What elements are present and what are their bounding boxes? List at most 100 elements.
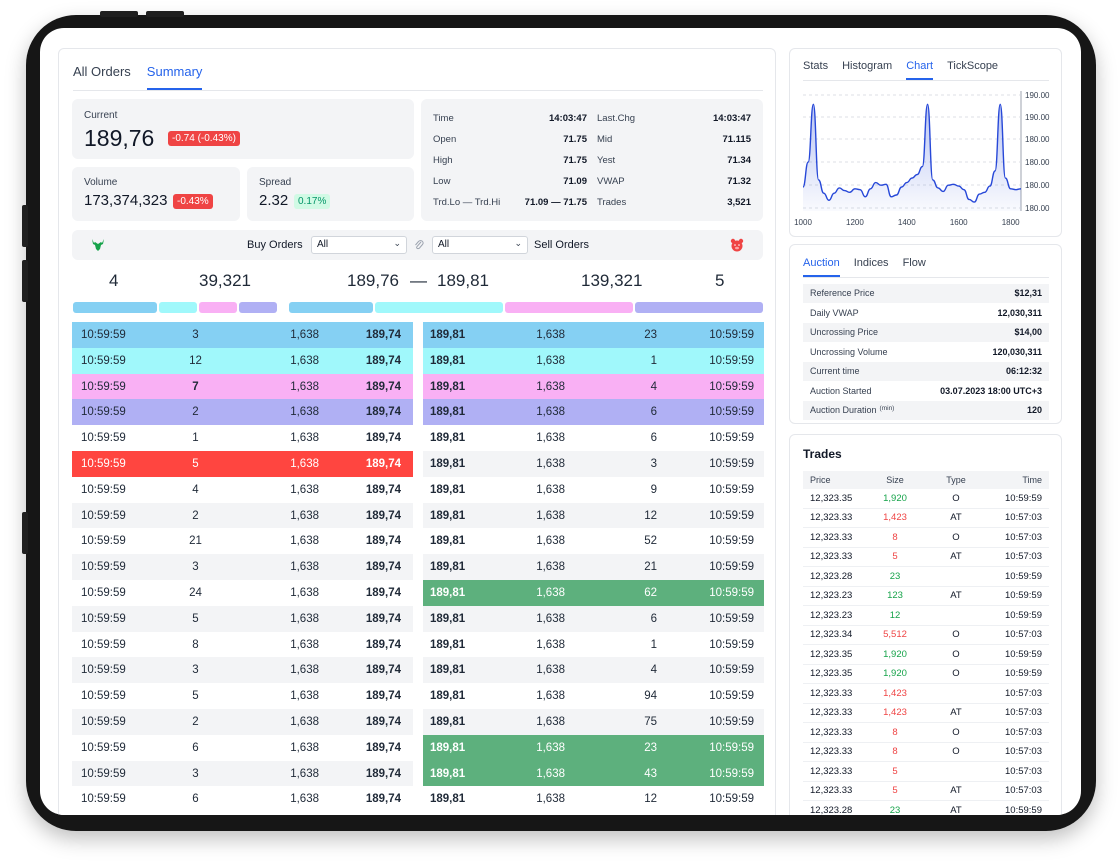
- spread-label: Spread: [259, 177, 292, 188]
- trade-row[interactable]: 12,323.33 1,423 AT 10:57:03: [803, 704, 1049, 723]
- tab-all-orders[interactable]: All Orders: [73, 64, 131, 79]
- order-time: 10:59:59: [81, 767, 126, 780]
- tab-flow[interactable]: Flow: [902, 257, 926, 269]
- table-row[interactable]: 10:59:59 5 1,638 189,74: [72, 605, 413, 632]
- table-row[interactable]: 189,81 1,638 12 10:59:59: [423, 786, 764, 813]
- order-time: 10:59:59: [81, 716, 126, 728]
- table-row[interactable]: 10:59:59 12 1,638 189,74: [72, 347, 413, 374]
- price-chart[interactable]: 190.00 190.00 180.00 180.00 180.00 180.00 1000…: [790, 49, 1063, 238]
- order-size: 1,638: [290, 561, 319, 574]
- trade-size: 1,920: [883, 648, 907, 660]
- trade-price: 12,323.28: [810, 570, 853, 582]
- order-size: 1,638: [290, 587, 319, 599]
- table-row[interactable]: 189,81 1,638 75 10:59:59: [423, 709, 764, 735]
- order-price: 189,74: [365, 741, 401, 754]
- trade-row[interactable]: 12,323.23 12 10:59:59: [803, 606, 1049, 626]
- table-row[interactable]: 189,81 1,638 4 10:59:59: [423, 657, 764, 684]
- buy-depth-bar-2: [159, 302, 197, 313]
- table-row[interactable]: 10:59:59 8 1,638 189,74: [72, 631, 413, 658]
- trade-row[interactable]: 12,323.28 23 10:59:59: [803, 567, 1049, 587]
- trade-row[interactable]: 12,323.33 8 O 10:57:03: [803, 723, 1049, 743]
- table-row[interactable]: 10:59:59 5 1,638 189,74: [72, 451, 413, 477]
- order-price: 189,74: [365, 638, 401, 651]
- trade-row[interactable]: 12,323.35 1,920 O 10:59:59: [803, 489, 1049, 509]
- tab-histogram[interactable]: Histogram: [842, 60, 893, 72]
- order-price: 189,74: [365, 587, 401, 599]
- tab-chart[interactable]: Chart: [906, 60, 934, 80]
- table-row[interactable]: 189,81 1,638 12 10:59:59: [423, 502, 764, 529]
- trade-row[interactable]: 12,323.23 123 AT 10:59:59: [803, 587, 1049, 606]
- trade-price: 12,323.28: [810, 804, 853, 815]
- order-qty: 2: [192, 716, 199, 728]
- tab-summary[interactable]: Summary: [146, 64, 203, 90]
- buy-orders-select[interactable]: All ⌄: [311, 236, 407, 254]
- trade-row[interactable]: 12,323.34 5,512 O 10:57:03: [803, 626, 1049, 645]
- trade-row[interactable]: 12,323.35 1,920 O 10:59:59: [803, 645, 1049, 665]
- order-size: 1,638: [536, 354, 565, 367]
- order-price: 189,81: [430, 664, 466, 677]
- table-row[interactable]: 189,81 1,638 94 10:59:59: [423, 683, 764, 710]
- order-price: 189,74: [365, 535, 401, 548]
- tab-indices[interactable]: Indices: [853, 257, 889, 269]
- best-ask: 189,81: [437, 271, 489, 290]
- table-row[interactable]: 10:59:59 3 1,638 189,74: [72, 554, 413, 581]
- table-row[interactable]: 10:59:59 24 1,638 189,74: [72, 580, 413, 606]
- table-row[interactable]: 189,81 1,638 23 10:59:59: [423, 734, 764, 761]
- tab-tickscope[interactable]: TickScope: [947, 60, 999, 72]
- table-row[interactable]: 10:59:59 3 1,638 189,74: [72, 760, 413, 787]
- col-price: Price: [810, 475, 831, 485]
- stat-row: Last.Chg 14:03:47: [597, 108, 751, 129]
- table-row[interactable]: 10:59:59 2 1,638 189,74: [72, 709, 413, 735]
- table-row[interactable]: 10:59:59 1 1,638 189,74: [72, 425, 413, 452]
- order-price: 189,81: [430, 587, 466, 599]
- table-row[interactable]: 10:59:59 5 1,638 189,74: [72, 683, 413, 710]
- table-row[interactable]: 189,81 1,638 43 10:59:59: [423, 760, 764, 787]
- table-row[interactable]: 189,81 1,638 23 10:59:59: [423, 322, 764, 348]
- table-row[interactable]: 10:59:59 2 1,638 189,74: [72, 399, 413, 426]
- trade-size: 12: [889, 609, 901, 621]
- table-row[interactable]: 10:59:59 3 1,638 189,74: [72, 322, 413, 348]
- tab-stats[interactable]: Stats: [803, 60, 829, 72]
- order-qty: 3: [192, 561, 199, 574]
- table-row[interactable]: 189,81 1,638 1 10:59:59: [423, 347, 764, 374]
- table-row[interactable]: 10:59:59 4 1,638 189,74: [72, 476, 413, 503]
- spread-change-badge: 0.17%: [294, 194, 331, 209]
- table-row[interactable]: 189,81 1,638 4 10:59:59: [423, 373, 764, 400]
- order-qty: 23: [644, 741, 657, 754]
- table-row[interactable]: 189,81 1,638 3 10:59:59: [423, 451, 764, 477]
- order-size: 1,638: [290, 509, 319, 522]
- table-row[interactable]: 189,81 1,638 6 10:59:59: [423, 605, 764, 632]
- table-row[interactable]: 10:59:59 3 1,638 189,74: [72, 657, 413, 684]
- trade-time: 10:57:03: [1005, 707, 1042, 719]
- table-row[interactable]: 10:59:59 2 1,638 189,74: [72, 502, 413, 529]
- trade-row[interactable]: 12,323.33 8 O 10:57:03: [803, 528, 1049, 548]
- table-row[interactable]: 189,81 1,638 52 10:59:59: [423, 528, 764, 555]
- tab-auction[interactable]: Auction: [803, 257, 840, 277]
- table-row[interactable]: 10:59:59 21 1,638 189,74: [72, 528, 413, 555]
- table-row[interactable]: 10:59:59 6 1,638 189,74: [72, 786, 413, 813]
- trade-row[interactable]: 12,323.33 5 AT 10:57:03: [803, 782, 1049, 801]
- trade-row[interactable]: 12,323.33 5 AT 10:57:03: [803, 548, 1049, 567]
- order-size: 1,638: [536, 561, 565, 574]
- chevron-down-icon: ⌄: [514, 238, 522, 248]
- paperclip-icon[interactable]: [414, 239, 424, 251]
- trade-row[interactable]: 12,323.35 1,920 O 10:59:59: [803, 665, 1049, 684]
- order-size: 1,638: [536, 535, 565, 548]
- auction-value: 12,030,311: [997, 307, 1042, 318]
- trade-row[interactable]: 12,323.28 23 AT 10:59:59: [803, 801, 1049, 815]
- trade-row[interactable]: 12,323.33 1,423 AT 10:57:03: [803, 509, 1049, 528]
- table-row[interactable]: 189,81 1,638 9 10:59:59: [423, 476, 764, 503]
- table-row[interactable]: 189,81 1,638 6 10:59:59: [423, 399, 764, 426]
- table-row[interactable]: 10:59:59 6 1,638 189,74: [72, 734, 413, 761]
- order-time: 10:59:59: [709, 716, 754, 728]
- table-row[interactable]: 189,81 1,638 21 10:59:59: [423, 554, 764, 581]
- table-row[interactable]: 189,81 1,638 62 10:59:59: [423, 580, 764, 606]
- table-row[interactable]: 10:59:59 7 1,638 189,74: [72, 373, 413, 400]
- trade-time: 10:57:03: [1005, 512, 1042, 524]
- trade-row[interactable]: 12,323.33 1,423 10:57:03: [803, 684, 1049, 704]
- table-row[interactable]: 189,81 1,638 1 10:59:59: [423, 631, 764, 658]
- sell-orders-select[interactable]: All ⌄: [432, 236, 528, 254]
- table-row[interactable]: 189,81 1,638 6 10:59:59: [423, 425, 764, 452]
- trade-row[interactable]: 12,323.33 8 O 10:57:03: [803, 743, 1049, 762]
- trade-row[interactable]: 12,323.33 5 10:57:03: [803, 762, 1049, 782]
